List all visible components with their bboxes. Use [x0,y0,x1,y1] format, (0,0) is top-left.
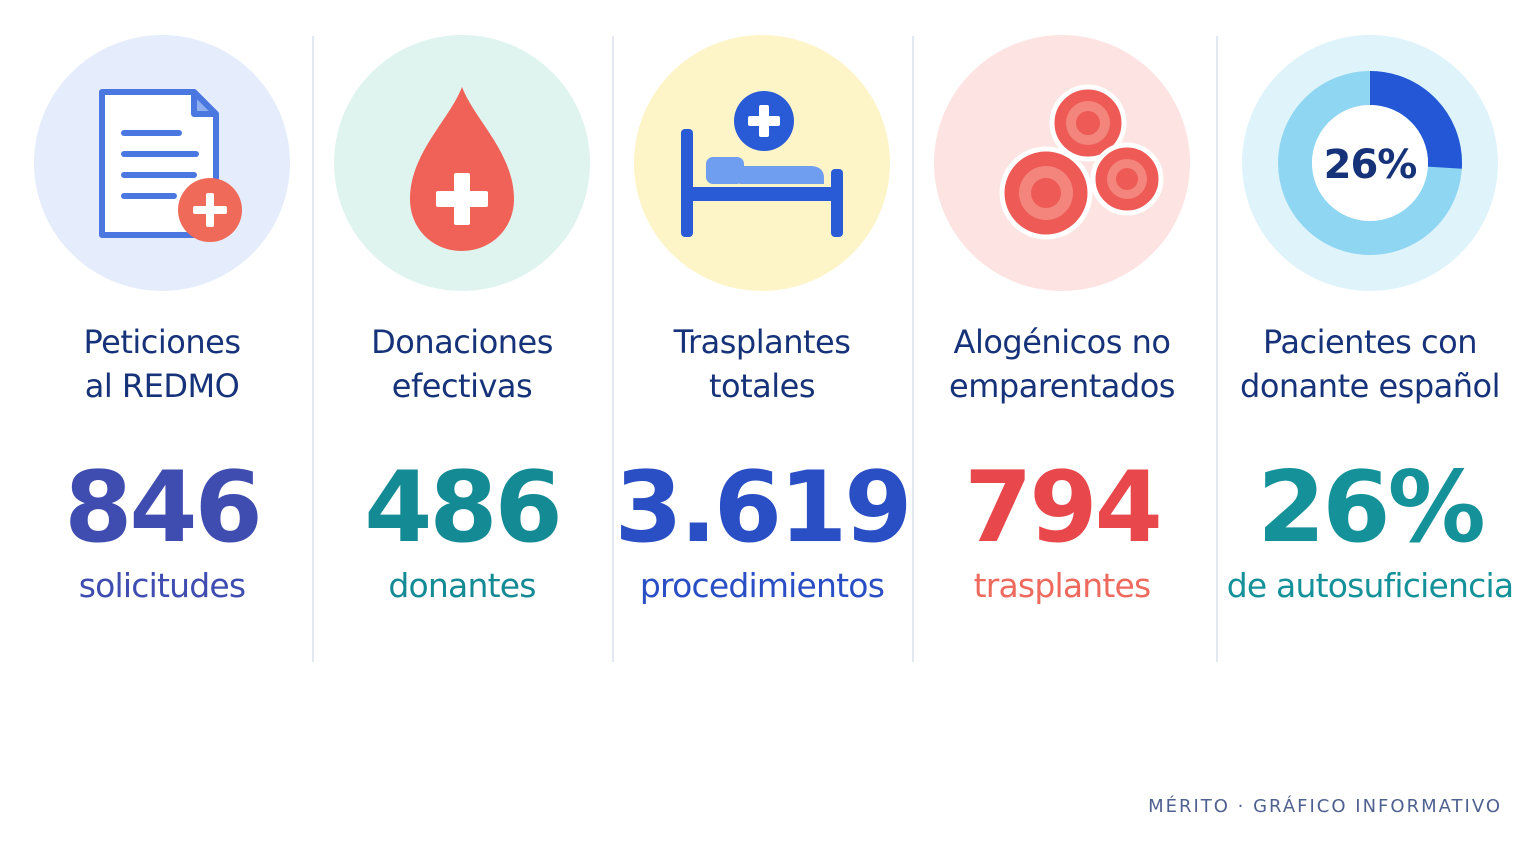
donut-percentage-icon: 26% [1278,71,1462,255]
blood-drop-plus-icon [410,87,514,251]
blood-cells-icon [999,84,1164,240]
blood-cell-icon [999,146,1093,240]
stat-title: Alogénicos no emparentados [892,320,1232,408]
stat-value: 846 [64,451,263,565]
stat-title: Peticiones al REDMO [0,320,332,408]
stat-title: Donaciones efectivas [292,320,632,408]
document-plus-icon [99,89,242,242]
hospital-bed-icon [681,91,843,237]
column-divider [612,36,614,662]
stat-card-alogenicos: Alogénicos no emparentados 794 trasplant… [912,0,1212,700]
stat-title: Pacientes con donante español [1200,320,1536,408]
icon-circle: 26% [1242,35,1498,291]
stat-title-line: Donaciones [371,323,553,361]
stat-unit: solicitudes [78,566,246,605]
stat-title-line: Trasplantes [673,323,851,361]
stat-unit: trasplantes [973,566,1152,605]
stat-value: 486 [364,451,563,565]
icon-circle [334,35,590,291]
donut-label: 26% [1324,142,1417,188]
stat-title-line: emparentados [949,367,1175,405]
stat-card-donaciones: Donaciones efectivas 486 donantes [312,0,612,700]
stat-value: 26% [1257,451,1486,565]
stat-unit: procedimientos [639,566,885,605]
column-divider [312,36,314,662]
stat-title-line: Pacientes con [1263,323,1477,361]
stat-card-pacientes: 26% Pacientes con donante español 26% de… [1220,0,1520,700]
column-divider [1216,36,1218,662]
stat-title-line: totales [708,367,816,405]
stat-unit: de autosuficiencia [1226,566,1514,605]
stat-value: 3.619 [614,451,913,565]
blood-cell-icon [1090,142,1164,216]
stat-title-line: Alogénicos no [953,323,1171,361]
stat-title-line: al REDMO [84,367,240,405]
column-divider [912,36,914,662]
stat-title-line: efectivas [391,367,533,405]
blood-cell-icon [1049,84,1127,162]
stat-card-peticiones: Peticiones al REDMO 846 solicitudes [12,0,312,700]
icon-circle [934,35,1190,291]
stat-value: 794 [964,451,1163,565]
stat-title-line: Peticiones [83,323,241,361]
stat-title: Trasplantes totales [592,320,932,408]
stat-card-trasplantes: Trasplantes totales 3.619 procedimientos [612,0,912,700]
icon-circle [34,35,290,291]
icon-circle [634,35,890,291]
stat-unit: donantes [388,566,536,605]
footer-credit: MÉRITO · GRÁFICO INFORMATIVO [1148,796,1502,817]
donut-fill-arc [1369,71,1462,169]
stat-title-line: donante español [1240,367,1501,405]
